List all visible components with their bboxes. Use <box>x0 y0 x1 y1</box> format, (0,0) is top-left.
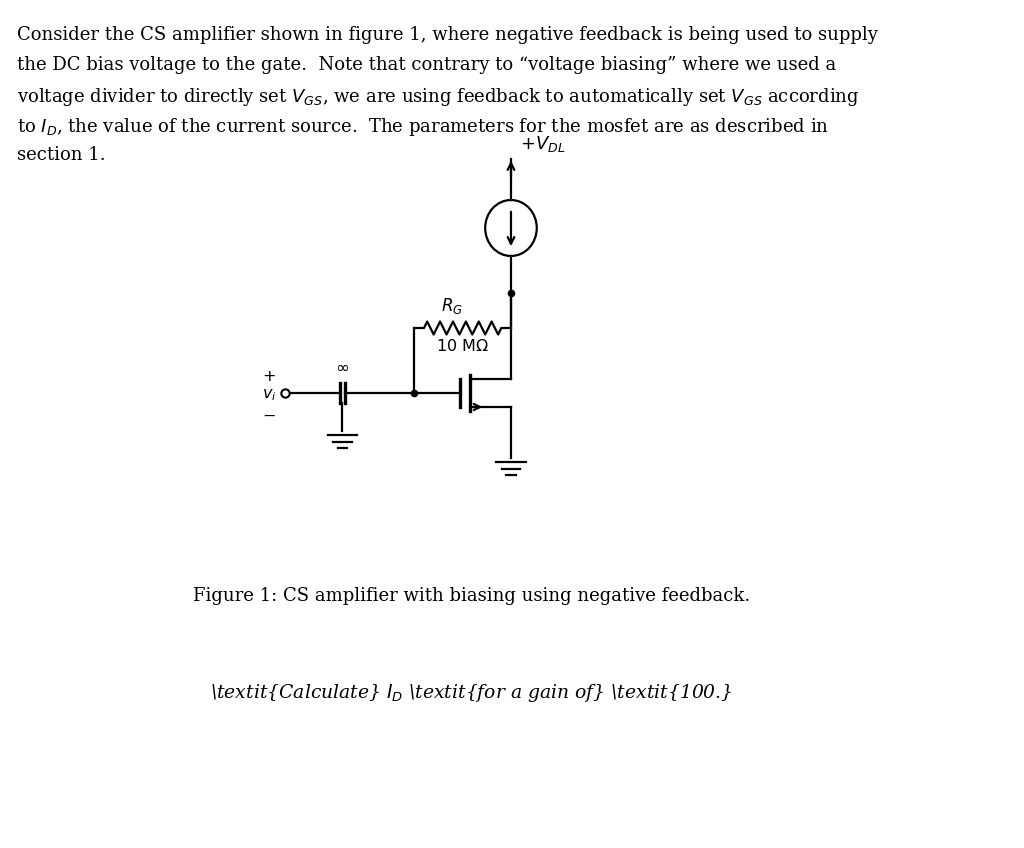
Text: $+V_{DL}$: $+V_{DL}$ <box>520 134 565 154</box>
Text: voltage divider to directly set $V_{GS}$, we are using feedback to automatically: voltage divider to directly set $V_{GS}$… <box>16 86 859 108</box>
Text: Consider the CS amplifier shown in figure 1, where negative feedback is being us: Consider the CS amplifier shown in figur… <box>16 26 878 44</box>
Text: $+$: $+$ <box>262 367 276 384</box>
Text: to $I_D$, the value of the current source.  The parameters for the mosfet are as: to $I_D$, the value of the current sourc… <box>16 116 828 138</box>
Text: $-$: $-$ <box>262 406 276 423</box>
Text: $v_i$: $v_i$ <box>262 386 276 403</box>
Text: $10\ \mathrm{M\Omega}$: $10\ \mathrm{M\Omega}$ <box>436 338 489 355</box>
Text: section 1.: section 1. <box>16 146 105 164</box>
Text: \textit{Calculate} $\mathit{I_D}$ \textit{for a gain of} \textit{100.}: \textit{Calculate} $\mathit{I_D}$ \texti… <box>210 682 732 704</box>
Text: $R_G$: $R_G$ <box>440 296 463 316</box>
Text: the DC bias voltage to the gate.  Note that contrary to “voltage biasing” where : the DC bias voltage to the gate. Note th… <box>16 56 836 74</box>
Text: $\infty$: $\infty$ <box>336 359 349 376</box>
Text: Figure 1: CS amplifier with biasing using negative feedback.: Figure 1: CS amplifier with biasing usin… <box>193 587 750 605</box>
